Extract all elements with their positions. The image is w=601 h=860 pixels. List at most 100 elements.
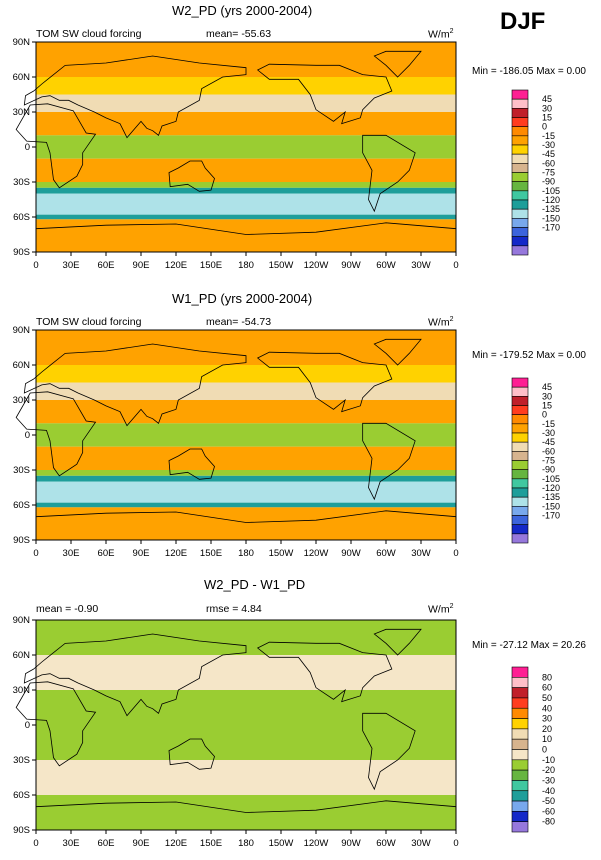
panel-2-ytick-label-3: 0 xyxy=(25,430,30,441)
panel-1-colorbar-label-2: 15 xyxy=(542,113,552,123)
panel-3-colorbar-swatch-9 xyxy=(511,759,529,771)
panel-1-xtick-label-4: 120E xyxy=(165,260,187,271)
panel-3-band-1 xyxy=(36,655,456,690)
panel-3-colorbar-swatch-11 xyxy=(511,780,529,792)
panel-3-colorbar-label-0: 80 xyxy=(542,672,552,682)
panel-1-band-10 xyxy=(36,219,456,252)
panel-1-colorbar-swatch-6 xyxy=(511,144,529,155)
panel-1-xtick-label-0: 0 xyxy=(33,260,38,271)
panel-3-colorbar-label-6: 10 xyxy=(542,734,552,744)
panel-2-coastline-1 xyxy=(23,343,247,427)
panel-1-colorbar-swatch-5 xyxy=(511,135,529,146)
panel-1-colorbar-swatch-4 xyxy=(511,126,529,137)
panel-3-colorbar-label-12: -50 xyxy=(542,796,555,806)
panel-1-colorbar-swatch-12 xyxy=(511,199,529,210)
panel-3-xtick-label-7: 150W xyxy=(269,838,294,849)
panel-3-coastline-0 xyxy=(15,681,97,767)
panel-1-center-label: mean= -55.63 xyxy=(206,28,272,40)
panel-2-colorbar-swatch-1 xyxy=(511,386,529,397)
panel-1-coastline-2 xyxy=(256,63,393,125)
panel-3-colorbar-label-1: 60 xyxy=(542,683,552,693)
panel-1-colorbar-swatch-3 xyxy=(511,117,529,127)
panel-2-coastline-2 xyxy=(256,351,393,413)
panel-2-colorbar-label-9: -90 xyxy=(542,465,555,475)
panel-1-band-1 xyxy=(36,77,456,95)
panel-3-colorbar-label-8: -10 xyxy=(542,755,555,765)
panel-2-colorbar-label-14: -170 xyxy=(542,511,560,521)
panel-1-colorbar-swatch-8 xyxy=(511,163,529,173)
panel-3-title: W2_PD - W1_PD xyxy=(204,577,306,592)
panel-2-colorbar-swatch-11 xyxy=(511,478,529,489)
panel-3-units: W/m2 xyxy=(428,603,454,616)
panel-2-colorbar-label-1: 30 xyxy=(542,391,552,401)
panel-1-band-7 xyxy=(36,187,456,194)
panel-3-ytick-label-5: 60S xyxy=(13,790,30,801)
panel-1-colorbar-label-6: -45 xyxy=(542,149,555,159)
panel-2-ytick-label-5: 60S xyxy=(13,500,30,511)
panel-1-colorbar-label-3: 0 xyxy=(542,122,547,132)
panel-3-colorbar-label-5: 20 xyxy=(542,724,552,734)
panel-3-colorbar-swatch-3 xyxy=(511,697,529,709)
panel-3-minmax: Min = -27.12 Max = 20.26 xyxy=(472,640,586,651)
panel-2-xtick-label-12: 0 xyxy=(453,548,458,559)
panel-3-xtick-label-4: 120E xyxy=(165,838,187,849)
panel-2-ytick-label-2: 30N xyxy=(13,395,31,406)
panel-3-ytick-label-3: 0 xyxy=(25,720,30,731)
panel-1-band-8 xyxy=(36,193,456,215)
panel-1-colorbar-label-5: -30 xyxy=(542,140,555,150)
panel-3-colorbar-swatch-5 xyxy=(511,718,529,730)
panel-3-colorbar-swatch-12 xyxy=(511,790,529,802)
panel-1-band-4 xyxy=(36,135,456,159)
panel-2-colorbar-label-3: 0 xyxy=(542,410,547,420)
panel-1-colorbar-swatch-11 xyxy=(511,190,529,201)
panel-3-band-2 xyxy=(36,690,456,760)
panel-1-colorbar-label-4: -15 xyxy=(542,131,555,141)
panel-1-ytick-label-6: 90S xyxy=(13,247,30,258)
panel-1-colorbar-swatch-7 xyxy=(511,153,529,164)
panel-2-xtick-label-5: 150E xyxy=(200,548,222,559)
panel-3-colorbar-swatch-13 xyxy=(511,800,529,812)
panel-2-colorbar-swatch-10 xyxy=(511,469,529,480)
panel-2-colorbar-swatch-13 xyxy=(511,496,529,507)
panel-2-xtick-label-0: 0 xyxy=(33,548,38,559)
panel-3-left-label: mean = -0.90 xyxy=(36,603,99,615)
panel-2-colorbar-swatch-0 xyxy=(511,377,529,388)
panel-2-band-2 xyxy=(36,382,456,400)
panel-1-colorbar-label-14: -170 xyxy=(542,223,560,233)
panel-2-colorbar-swatch-9 xyxy=(511,460,529,470)
panel-3-coastline-2 xyxy=(256,641,393,703)
panel-1-coastline-1 xyxy=(23,55,247,139)
panel-2-colorbar-label-13: -150 xyxy=(542,501,560,511)
panel-3-colorbar-label-11: -40 xyxy=(542,786,555,796)
panel-2-xtick-label-1: 30E xyxy=(63,548,80,559)
panel-2-band-3 xyxy=(36,400,456,424)
panel-1-units: W/m2 xyxy=(428,28,454,41)
panel-1-ytick-label-5: 60S xyxy=(13,212,30,223)
panel-2-colorbar-swatch-17 xyxy=(511,533,529,544)
panel-3-xtick-label-8: 120W xyxy=(304,838,329,849)
panel-2-coastline-5 xyxy=(168,448,215,480)
panel-3-ytick-label-6: 90S xyxy=(13,825,30,836)
panel-3-xtick-label-5: 150E xyxy=(200,838,222,849)
panel-3-xtick-label-3: 90E xyxy=(133,838,150,849)
panel-2-colorbar-swatch-15 xyxy=(511,515,529,525)
season-label: DJF xyxy=(500,8,546,35)
panel-1-colorbar-label-13: -150 xyxy=(542,213,560,223)
panel-1-colorbar-swatch-14 xyxy=(511,218,529,228)
panel-3-coastline-3 xyxy=(362,712,416,791)
panel-2-units: W/m2 xyxy=(428,316,454,329)
panel-3-colorbar-label-7: 0 xyxy=(542,745,547,755)
panel-2-colorbar-swatch-8 xyxy=(511,451,529,461)
panel-1-colorbar-label-1: 30 xyxy=(542,103,552,113)
panel-1-xtick-label-9: 90W xyxy=(341,260,361,271)
panel-2-colorbar-label-11: -120 xyxy=(542,483,560,493)
panel-1-colorbar-swatch-1 xyxy=(511,98,529,109)
panel-2-colorbar-swatch-4 xyxy=(511,414,529,425)
panel-1-xtick-label-11: 30W xyxy=(411,260,431,271)
panel-3-coastline-1 xyxy=(23,633,247,717)
panel-2-ytick-label-1: 60N xyxy=(13,360,31,371)
panel-1-colorbar-swatch-10 xyxy=(511,181,529,192)
panel-2-left-label: TOM SW cloud forcing xyxy=(36,316,142,328)
panel-3-band-3 xyxy=(36,760,456,795)
